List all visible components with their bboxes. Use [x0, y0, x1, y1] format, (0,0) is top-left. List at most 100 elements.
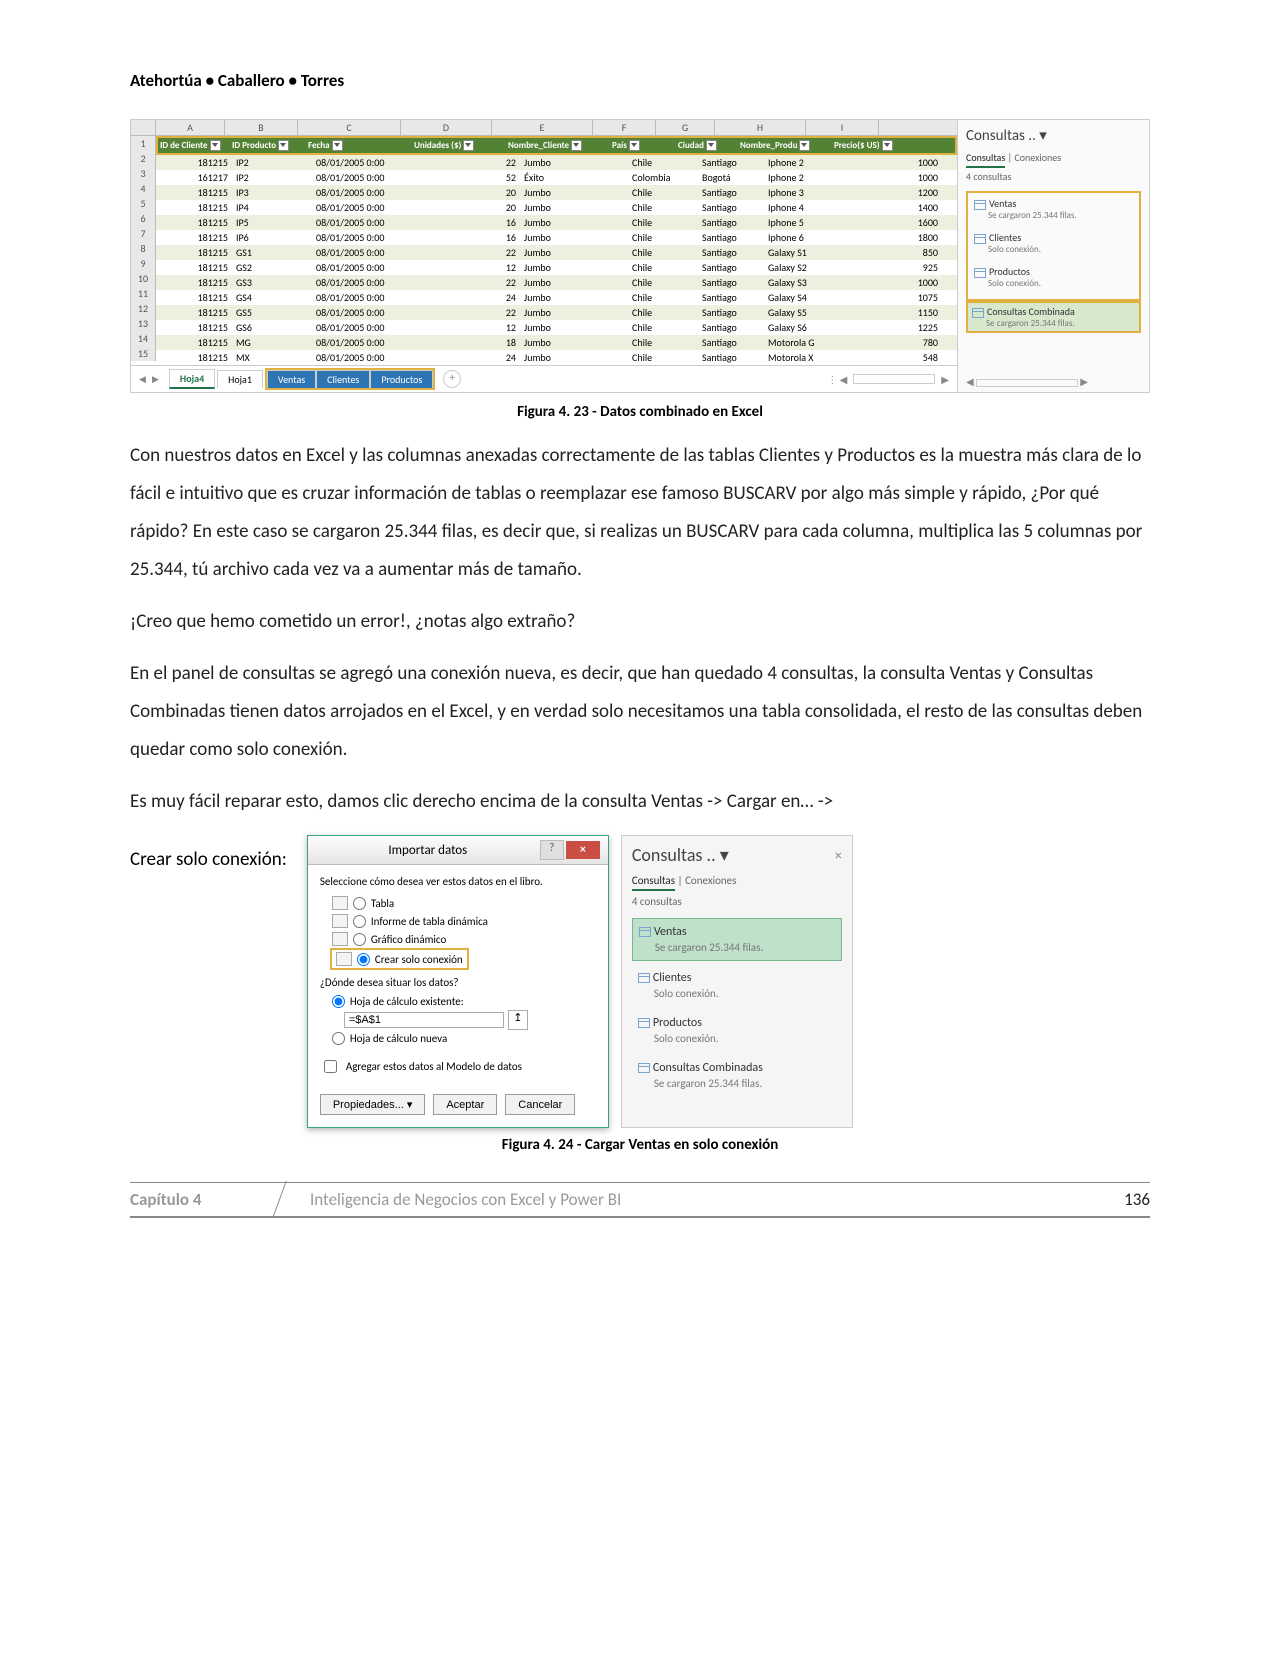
- close-pane-button[interactable]: ×: [835, 847, 842, 864]
- queries-pane: Consultas .. ▾ Consultas | Conexiones 4 …: [957, 120, 1149, 392]
- range-picker-button[interactable]: ↥: [508, 1010, 528, 1030]
- dialog-close-button[interactable]: ×: [566, 841, 600, 859]
- table-cell: 1400: [862, 200, 942, 215]
- table-cell: 181215: [156, 305, 232, 320]
- table-cell: Santiago: [698, 350, 764, 365]
- table-cell: Santiago: [698, 230, 764, 245]
- dialog-heading: Seleccione cómo desea ver estos datos en…: [320, 875, 596, 888]
- row-number: 8: [131, 241, 156, 256]
- dialog-help-button[interactable]: ?: [540, 840, 564, 860]
- table-cell: 08/01/2005 0:00: [312, 275, 422, 290]
- table-row: 181215GS608/01/2005 0:0012JumboChileSant…: [156, 320, 957, 335]
- query-item-productos[interactable]: ProductosSolo conexión.: [970, 263, 1137, 291]
- column-letter-row: A B C D E F G H I: [131, 120, 957, 136]
- properties-button[interactable]: Propiedades...: [320, 1094, 426, 1115]
- book-title: Inteligencia de Negocios con Excel y Pow…: [280, 1189, 1124, 1210]
- table-cell: Iphone 6: [764, 230, 862, 245]
- filter-dropdown-icon[interactable]: [571, 140, 582, 151]
- checkbox-model[interactable]: [324, 1060, 337, 1073]
- filter-dropdown-icon[interactable]: [278, 140, 289, 151]
- tab-consultas[interactable]: Consultas: [966, 151, 1005, 168]
- table-cell: 12: [422, 320, 520, 335]
- sheet-tab-hoja4[interactable]: Hoja4: [169, 369, 215, 389]
- sheet-tab-clientes[interactable]: Clientes: [316, 370, 370, 388]
- query-item-2-clientes[interactable]: ClientesSolo conexión.: [632, 965, 842, 1006]
- tab-conexiones[interactable]: Conexiones: [1014, 151, 1061, 164]
- row-number: 11: [131, 286, 156, 301]
- sheet-tab-ventas[interactable]: Ventas: [267, 370, 316, 388]
- table-cell: Santiago: [698, 305, 764, 320]
- paragraph-3: En el panel de consultas se agregó una c…: [130, 655, 1150, 769]
- filter-dropdown-icon[interactable]: [706, 140, 717, 151]
- radio-chart[interactable]: [353, 933, 366, 946]
- radio-pivot[interactable]: [353, 915, 366, 928]
- table-cell: 08/01/2005 0:00: [312, 245, 422, 260]
- table-cell: Éxito: [520, 170, 628, 185]
- option-existing-sheet[interactable]: Hoja de cálculo existente:: [320, 993, 596, 1010]
- option-new-sheet[interactable]: Hoja de cálculo nueva: [320, 1030, 596, 1047]
- table-cell: Jumbo: [520, 335, 628, 350]
- add-sheet-button[interactable]: +: [443, 370, 461, 388]
- filter-dropdown-icon[interactable]: [629, 140, 640, 151]
- table-cell: 08/01/2005 0:00: [312, 155, 422, 170]
- table-cell: Chile: [628, 155, 698, 170]
- table-cell: 08/01/2005 0:00: [312, 320, 422, 335]
- filter-dropdown-icon[interactable]: [332, 140, 343, 151]
- query-item-2-productos[interactable]: ProductosSolo conexión.: [632, 1010, 842, 1051]
- radio-table[interactable]: [353, 897, 366, 910]
- tab-consultas-2[interactable]: Consultas: [632, 874, 675, 891]
- table-icon: [639, 927, 651, 937]
- row-number: 15: [131, 346, 156, 361]
- table-cell: Chile: [628, 320, 698, 335]
- add-to-model-checkbox[interactable]: Agregar estos datos al Modelo de datos: [320, 1057, 596, 1076]
- table-row: 181215MG08/01/2005 0:0018JumboChileSanti…: [156, 335, 957, 350]
- ok-button[interactable]: Aceptar: [433, 1094, 497, 1115]
- table-cell: GS1: [232, 245, 312, 260]
- cancel-button[interactable]: Cancelar: [505, 1094, 575, 1115]
- table-cell: Chile: [628, 305, 698, 320]
- cell-reference-input[interactable]: [344, 1012, 504, 1028]
- table-cell: 1200: [862, 185, 942, 200]
- radio-existing[interactable]: [332, 995, 345, 1008]
- paragraph-2: ¡Creo que hemo cometido un error!, ¿nota…: [130, 603, 1150, 641]
- table-cell: 18: [422, 335, 520, 350]
- table-icon: [974, 268, 986, 278]
- table-row: 181215IP508/01/2005 0:0016JumboChileSant…: [156, 215, 957, 230]
- table-cell: Chile: [628, 350, 698, 365]
- query-item-clientes[interactable]: ClientesSolo conexión.: [970, 229, 1137, 257]
- option-chart[interactable]: Gráfico dinámico: [320, 930, 596, 948]
- table-cell: 181215: [156, 350, 232, 365]
- sheet-tab-productos[interactable]: Productos: [370, 370, 433, 388]
- table-row: 161217IP208/01/2005 0:0052ÉxitoColombiaB…: [156, 170, 957, 185]
- row-number: 7: [131, 226, 156, 241]
- filter-dropdown-icon[interactable]: [210, 140, 221, 151]
- dialog-intro-text: Crear solo conexión:: [130, 835, 287, 879]
- table-cell: 181215: [156, 320, 232, 335]
- radio-newsheet[interactable]: [332, 1032, 345, 1045]
- table-cell: Galaxy S4: [764, 290, 862, 305]
- option-table[interactable]: Tabla: [320, 894, 596, 912]
- tab-nav-arrows-icon[interactable]: ◀ ▶: [139, 374, 161, 385]
- radio-connection[interactable]: [357, 953, 370, 966]
- table-cell: GS3: [232, 275, 312, 290]
- filter-dropdown-icon[interactable]: [882, 140, 893, 151]
- query-item-2-combinadas[interactable]: Consultas CombinadasSe cargaron 25.344 f…: [632, 1055, 842, 1096]
- sheet-tab-hoja1[interactable]: Hoja1: [217, 370, 263, 388]
- option-pivot[interactable]: Informe de tabla dinámica: [320, 912, 596, 930]
- option-connection-only[interactable]: Crear solo conexión: [330, 948, 469, 970]
- table-cell: Jumbo: [520, 305, 628, 320]
- table-cell: Iphone 5: [764, 215, 862, 230]
- filter-dropdown-icon[interactable]: [799, 140, 810, 151]
- query-item-ventas[interactable]: VentasSe cargaron 25.344 filas.: [970, 195, 1137, 223]
- table-cell: Iphone 2: [764, 155, 862, 170]
- table-cell: 181215: [156, 335, 232, 350]
- filter-dropdown-icon[interactable]: [463, 140, 474, 151]
- row-number: 3: [131, 166, 156, 181]
- query-item-2-ventas[interactable]: VentasSe cargaron 25.344 filas.: [632, 918, 842, 961]
- table-cell: Santiago: [698, 200, 764, 215]
- tab-conexiones-2[interactable]: Conexiones: [685, 874, 736, 887]
- query-item-combinadas[interactable]: Consultas CombinadaSe cargaron 25.344 fi…: [966, 301, 1141, 333]
- table-cell: Santiago: [698, 245, 764, 260]
- table-cell: Santiago: [698, 290, 764, 305]
- row-number: 9: [131, 256, 156, 271]
